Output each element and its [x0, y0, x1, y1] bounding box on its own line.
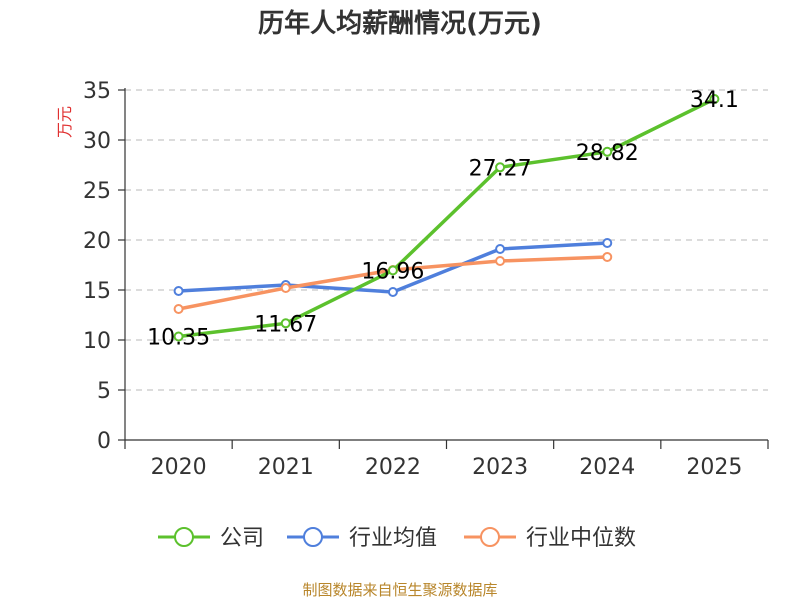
y-tick-label: 10	[83, 329, 111, 354]
y-tick-label: 5	[97, 379, 111, 404]
y-tick-label: 35	[83, 79, 111, 104]
x-tick-label: 2022	[365, 455, 421, 480]
y-axis-label: 万元	[55, 106, 74, 138]
y-tick-label: 20	[83, 229, 111, 254]
legend-marker	[480, 527, 500, 547]
data-point	[173, 331, 184, 342]
data-point	[709, 94, 720, 104]
legend-label: 行业中位数	[526, 526, 636, 551]
data-point	[495, 162, 506, 173]
data-point	[602, 146, 613, 157]
data-point	[602, 238, 613, 248]
data-label: 34.1	[690, 88, 739, 113]
chart-title: 历年人均薪酬情况(万元)	[258, 8, 542, 39]
data-point	[387, 265, 398, 276]
legend-label: 行业均值	[349, 526, 437, 551]
data-point	[602, 252, 613, 262]
series-line-0	[178, 97, 716, 339]
source-note: 制图数据来自恒生聚源数据库	[302, 581, 497, 599]
grid-lines	[125, 89, 768, 391]
data-label: 27.27	[469, 156, 532, 181]
data-point	[280, 283, 291, 293]
x-tick-label: 2023	[472, 455, 528, 480]
legend: 公司 行业均值 行业中位数	[158, 526, 636, 551]
legend-marker	[303, 527, 323, 547]
legend-marker	[174, 527, 194, 547]
data-point	[387, 287, 398, 297]
y-tick-label: 15	[83, 279, 111, 304]
x-tick-label: 2021	[258, 455, 314, 480]
data-point	[280, 318, 291, 329]
x-tick-label: 2024	[579, 455, 635, 480]
series-group	[173, 94, 720, 342]
data-point	[495, 256, 506, 266]
x-tick-label: 2020	[151, 455, 207, 480]
y-tick-label: 25	[83, 179, 111, 204]
data-label: 10.35	[147, 326, 210, 351]
data-label: 11.67	[254, 312, 317, 337]
y-tick-label: 30	[83, 129, 111, 154]
data-label: 28.82	[576, 141, 639, 166]
data-point	[495, 244, 506, 254]
x-tick-label: 2025	[686, 455, 742, 480]
legend-label: 公司	[220, 526, 264, 551]
data-label: 16.96	[361, 259, 424, 284]
data-labels: 10.35 11.67 16.96 27.27 28.82 34.1	[147, 88, 739, 351]
data-point	[173, 304, 184, 314]
y-tick-label: 0	[97, 429, 111, 454]
data-point	[173, 286, 184, 296]
